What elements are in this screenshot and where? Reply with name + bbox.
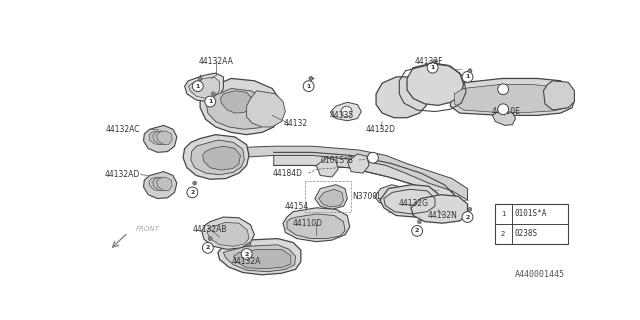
Text: FRONT: FRONT	[136, 226, 159, 232]
Polygon shape	[183, 135, 249, 179]
Text: 1: 1	[501, 211, 506, 217]
Circle shape	[193, 81, 204, 92]
Circle shape	[202, 243, 213, 253]
FancyBboxPatch shape	[495, 204, 568, 244]
Polygon shape	[287, 214, 345, 239]
Polygon shape	[202, 217, 254, 249]
Circle shape	[303, 81, 314, 92]
Text: 1: 1	[465, 74, 470, 79]
Polygon shape	[149, 131, 164, 145]
Circle shape	[187, 187, 198, 198]
Polygon shape	[157, 177, 172, 191]
Polygon shape	[220, 91, 252, 113]
Text: 2: 2	[190, 190, 195, 195]
Text: 2: 2	[244, 252, 249, 257]
Text: 44132A: 44132A	[232, 257, 261, 266]
Circle shape	[433, 60, 437, 63]
Circle shape	[462, 71, 473, 82]
Polygon shape	[407, 63, 463, 105]
Polygon shape	[451, 78, 575, 116]
Circle shape	[193, 181, 196, 185]
Text: 2: 2	[501, 231, 506, 237]
Polygon shape	[543, 81, 575, 110]
Polygon shape	[149, 177, 164, 191]
Circle shape	[498, 84, 509, 95]
Text: 2: 2	[415, 228, 419, 233]
Polygon shape	[143, 125, 177, 152]
Text: 44132AC: 44132AC	[106, 125, 140, 134]
Text: 44132G: 44132G	[398, 199, 428, 208]
Text: 1: 1	[208, 99, 212, 104]
Text: 2: 2	[205, 245, 210, 250]
Circle shape	[468, 69, 472, 73]
Polygon shape	[189, 77, 220, 99]
Circle shape	[498, 104, 509, 115]
Text: A440001445: A440001445	[515, 270, 564, 279]
Polygon shape	[157, 131, 172, 145]
Text: 1: 1	[307, 84, 311, 89]
Text: 44154: 44154	[285, 202, 309, 211]
Polygon shape	[411, 195, 467, 223]
Polygon shape	[207, 222, 249, 246]
Polygon shape	[184, 146, 467, 200]
Text: 44132AA: 44132AA	[198, 57, 233, 66]
Polygon shape	[246, 91, 285, 127]
Text: 44132D: 44132D	[365, 125, 396, 134]
Circle shape	[241, 249, 252, 260]
Polygon shape	[218, 239, 301, 275]
Polygon shape	[223, 245, 296, 272]
Circle shape	[247, 243, 251, 247]
Polygon shape	[234, 249, 291, 268]
Polygon shape	[274, 152, 460, 214]
Polygon shape	[316, 158, 338, 177]
Polygon shape	[376, 77, 429, 118]
Polygon shape	[184, 73, 223, 101]
Text: 0101S*A: 0101S*A	[515, 210, 547, 219]
Text: 44132AB: 44132AB	[193, 225, 227, 234]
Text: 2: 2	[465, 214, 470, 220]
Polygon shape	[330, 102, 362, 121]
Text: 44135: 44135	[330, 111, 354, 120]
Text: 44132N: 44132N	[428, 211, 458, 220]
Text: 1: 1	[431, 65, 435, 70]
Polygon shape	[153, 177, 168, 191]
Text: 0101S*B: 0101S*B	[321, 156, 354, 164]
Circle shape	[468, 207, 472, 211]
Circle shape	[367, 152, 378, 163]
Polygon shape	[454, 84, 568, 112]
Circle shape	[208, 237, 212, 241]
Polygon shape	[283, 208, 349, 242]
Circle shape	[417, 220, 421, 224]
Polygon shape	[374, 185, 404, 205]
Circle shape	[205, 96, 216, 107]
Text: 44132F: 44132F	[415, 57, 443, 66]
Text: 44110D: 44110D	[293, 219, 323, 228]
Circle shape	[341, 106, 352, 117]
Polygon shape	[191, 140, 244, 175]
Polygon shape	[206, 88, 272, 129]
Text: 1: 1	[196, 84, 200, 89]
Text: 44132: 44132	[284, 119, 307, 128]
Circle shape	[198, 76, 202, 80]
Polygon shape	[380, 185, 438, 217]
Text: N3700L: N3700L	[352, 192, 381, 201]
Circle shape	[462, 212, 473, 222]
Circle shape	[428, 62, 438, 73]
Polygon shape	[319, 189, 344, 207]
Polygon shape	[200, 78, 280, 135]
Polygon shape	[143, 172, 177, 198]
Text: 44132AD: 44132AD	[105, 170, 140, 179]
Text: 0238S: 0238S	[515, 229, 538, 238]
Text: 44110E: 44110E	[492, 107, 521, 116]
Polygon shape	[492, 112, 516, 125]
Circle shape	[211, 92, 215, 96]
Circle shape	[412, 226, 422, 236]
Circle shape	[309, 76, 313, 80]
Polygon shape	[348, 154, 369, 173]
Polygon shape	[202, 146, 241, 170]
Polygon shape	[315, 185, 348, 209]
Text: 44184D: 44184D	[273, 169, 303, 178]
Polygon shape	[153, 131, 168, 145]
